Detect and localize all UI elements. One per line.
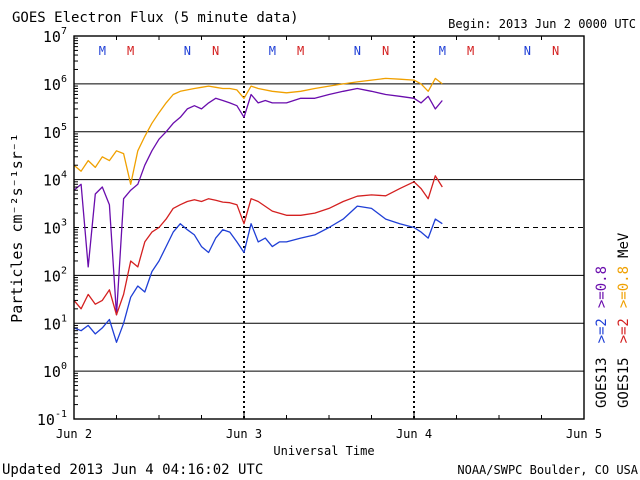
legend-title: GOES15 — [616, 357, 632, 408]
mn-marker: N — [524, 44, 531, 58]
y-tick-label: 100 — [43, 361, 67, 381]
legend-entry: >=2 — [616, 318, 632, 343]
mn-marker: N — [212, 44, 219, 58]
y-axis-ticks: 10-1 100 101 102 103 104 105 106 107 — [37, 26, 78, 429]
mn-marker: N — [552, 44, 559, 58]
x-tick-label: Jun 2 — [56, 427, 92, 441]
y-tick-label: 106 — [43, 74, 67, 94]
data-series — [73, 77, 443, 343]
legend-unit: MeV — [616, 232, 632, 258]
credit-label: NOAA/SWPC Boulder, CO USA — [457, 463, 638, 477]
y-tick-label: 104 — [43, 170, 67, 190]
series-line-4 — [73, 77, 443, 185]
y-tick-label: 103 — [43, 218, 67, 238]
mn-marker: M — [297, 44, 304, 58]
mn-marker: N — [184, 44, 191, 58]
y-tick-label: 102 — [43, 265, 67, 285]
y-axis-label: Particles cm⁻²s⁻¹sr⁻¹ — [8, 133, 26, 323]
x-tick-label: Jun 5 — [566, 427, 602, 441]
y-tick-label: 101 — [43, 313, 67, 333]
mn-marker: M — [127, 44, 134, 58]
mn-marker: M — [467, 44, 474, 58]
x-tick-label: Jun 3 — [226, 427, 262, 441]
y-tick-label: 107 — [43, 26, 67, 46]
legend-title: GOES13 — [594, 357, 610, 408]
legend-entry: >=0.8 — [616, 266, 632, 308]
series-line-2 — [73, 87, 443, 316]
chart-title: GOES Electron Flux (5 minute data) — [12, 10, 299, 26]
x-axis-ticks: Jun 2 Jun 3 Jun 4 Jun 5 — [56, 36, 602, 441]
y-tick-label: 105 — [43, 122, 67, 142]
legend-column: GOES15 >=2 >=0.8 MeV — [616, 232, 632, 408]
updated-label: Updated 2013 Jun 4 04:16:02 UTC — [2, 462, 263, 478]
mn-marker: M — [439, 44, 446, 58]
series-line-3 — [73, 175, 443, 316]
y-tick-label: 10-1 — [37, 409, 67, 429]
mn-marker: N — [354, 44, 361, 58]
mn-marker: M — [99, 44, 106, 58]
legend-entry: >=0.8 — [594, 266, 610, 308]
mn-marker: M — [269, 44, 276, 58]
x-tick-label: Jun 4 — [396, 427, 432, 441]
series-line-1 — [73, 205, 443, 343]
mn-marker: N — [382, 44, 389, 58]
begin-label: Begin: 2013 Jun 2 0000 UTC — [448, 17, 636, 31]
legend: GOES13 >=2 >=0.8 GOES15 >=2 >=0.8 MeV — [594, 232, 632, 408]
legend-column: GOES13 >=2 >=0.8 — [594, 266, 610, 408]
x-axis-label: Universal Time — [273, 444, 374, 458]
legend-entry: >=2 — [594, 318, 610, 343]
